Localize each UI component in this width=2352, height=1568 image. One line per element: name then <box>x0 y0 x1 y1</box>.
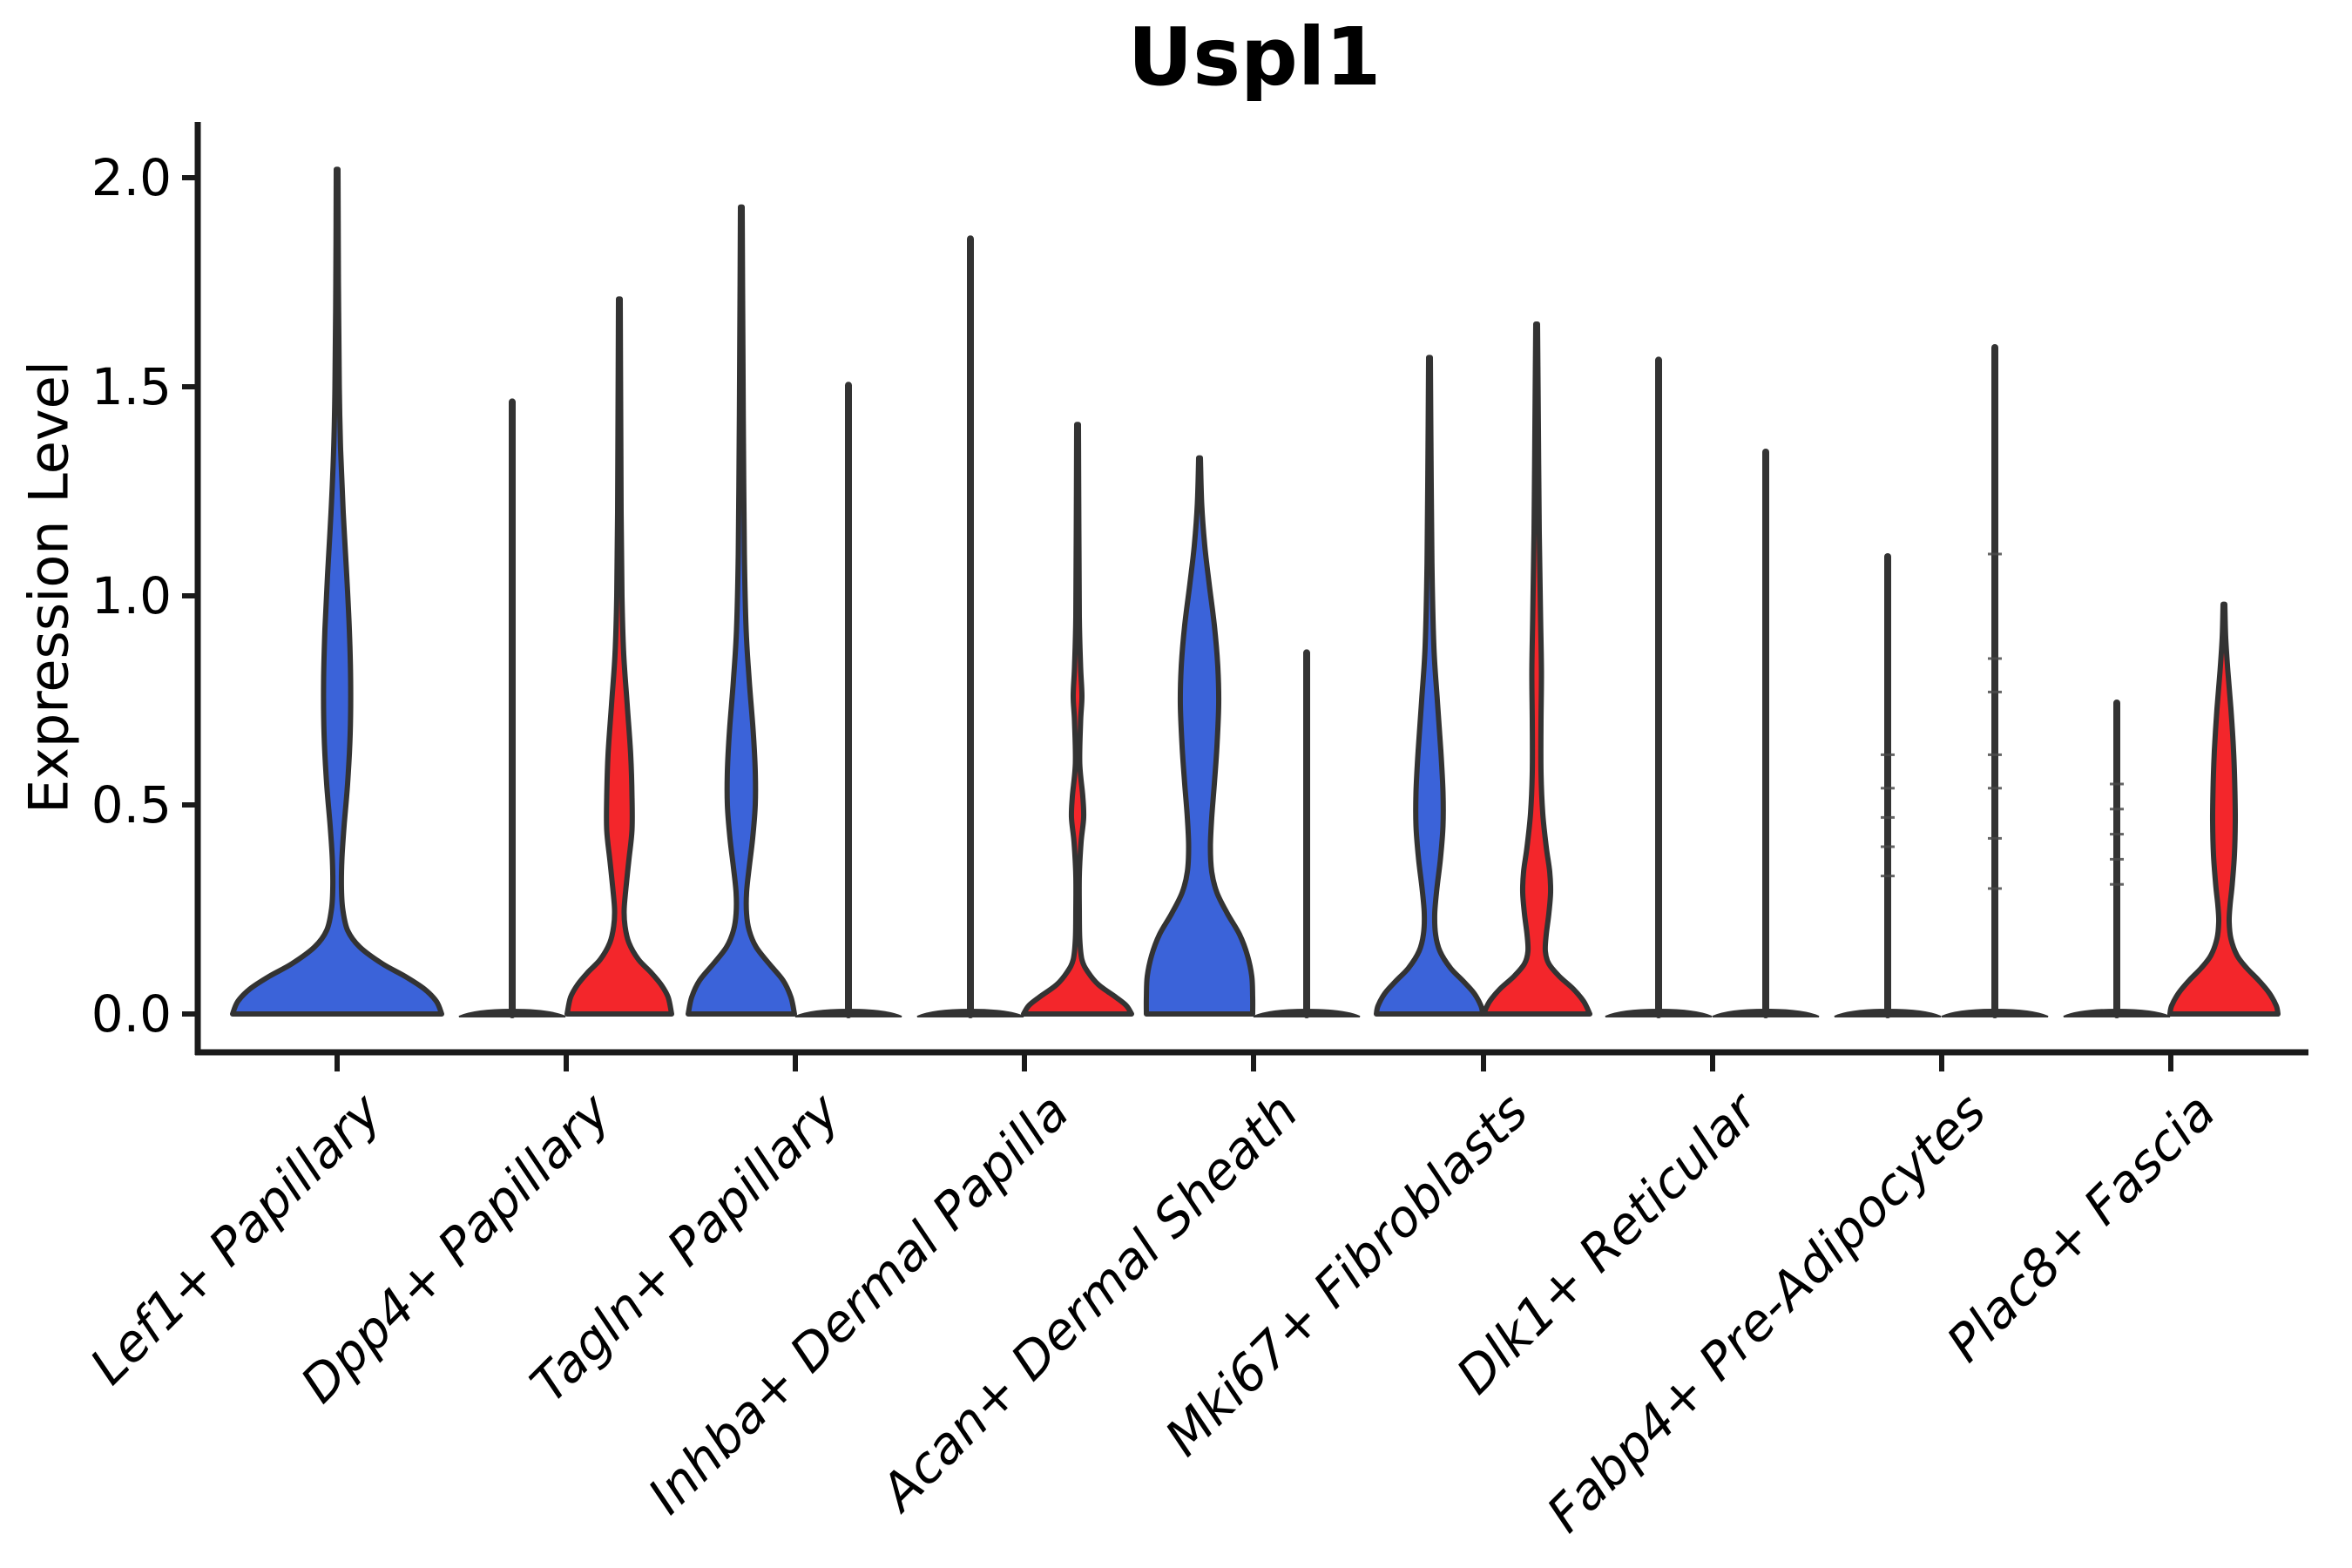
expression-point-dash <box>1881 815 1895 819</box>
expression-point-dash <box>2110 882 2124 886</box>
expression-point-dash <box>1881 875 1895 878</box>
violin-left <box>1374 355 1485 1017</box>
expression-point-dash <box>2110 857 2124 861</box>
expression-point-dash <box>1881 787 1895 790</box>
violin-full <box>230 166 444 1017</box>
violin-right <box>1021 422 1134 1017</box>
expression-point-dash <box>1988 887 2002 890</box>
expression-point-dash <box>1988 657 2002 660</box>
violin-left <box>686 204 797 1017</box>
category-7 <box>1834 344 2049 1071</box>
category-6 <box>1605 356 1820 1071</box>
category-3 <box>916 235 1134 1071</box>
expression-point-dash <box>2110 833 2124 836</box>
category-0 <box>230 166 444 1071</box>
category-1 <box>458 296 674 1071</box>
expression-point-dash <box>1881 845 1895 848</box>
chart-title: Uspl1 <box>1127 10 1382 104</box>
violin-right <box>2167 601 2281 1017</box>
y-tick-label: 1.0 <box>91 566 172 625</box>
category-8 <box>2063 601 2281 1071</box>
expression-point-dash <box>1988 836 2002 840</box>
expression-point-dash <box>1988 787 2002 790</box>
expression-point-dash <box>1988 552 2002 556</box>
expression-point-dash <box>1988 753 2002 756</box>
violin-left <box>1143 455 1256 1017</box>
category-4 <box>1143 455 1361 1071</box>
violin-right <box>564 296 674 1017</box>
expression-point-dash <box>1881 753 1895 756</box>
expression-point-dash <box>2110 808 2124 811</box>
category-5 <box>1374 321 1592 1071</box>
violin-right <box>1481 321 1592 1017</box>
y-tick-label: 1.5 <box>91 357 172 416</box>
expression-point-dash <box>2110 782 2124 786</box>
y-tick-label: 0.0 <box>91 984 172 1044</box>
y-tick-label: 0.5 <box>91 775 172 835</box>
category-2 <box>686 204 902 1071</box>
y-tick-label: 2.0 <box>91 148 172 207</box>
expression-point-dash <box>1988 690 2002 693</box>
